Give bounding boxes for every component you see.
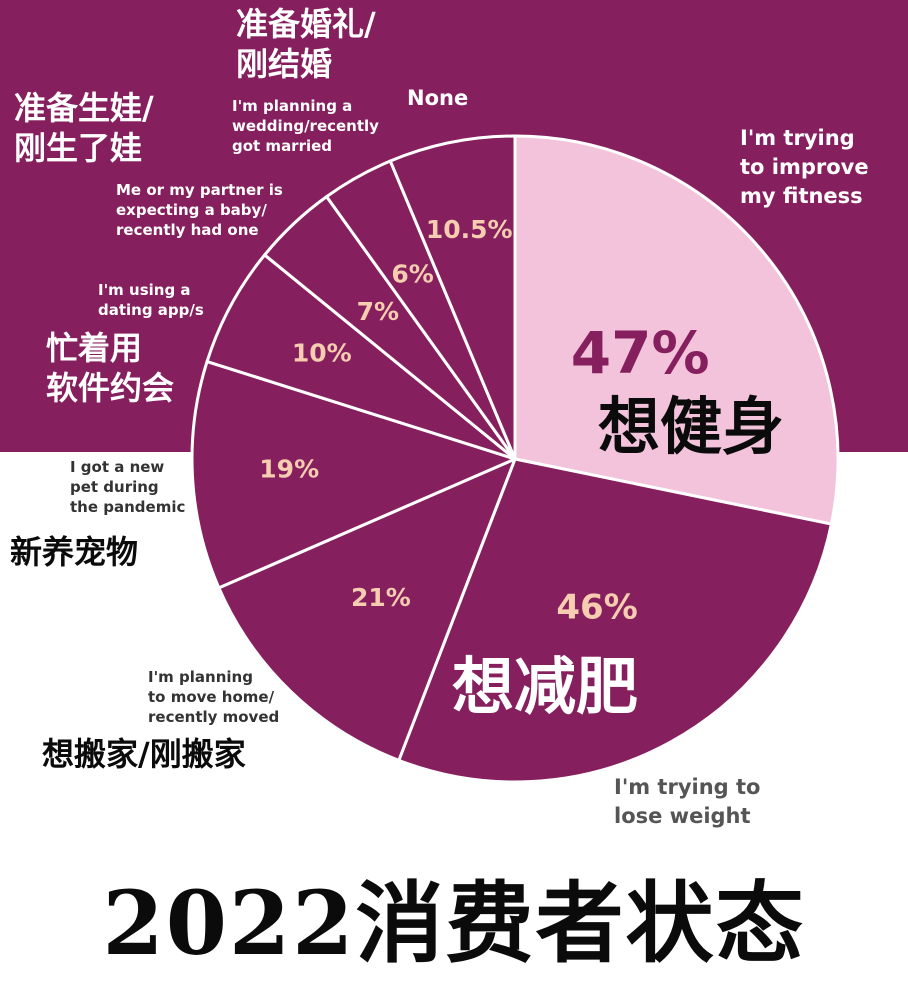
none-english-label: None <box>407 86 469 110</box>
pie-slice-fitness <box>513 134 840 526</box>
pet-chinese-label: 新养宠物 <box>10 533 139 571</box>
pie-percent-label-pet: 19% <box>259 455 319 484</box>
weight-english-label: I'm trying to lose weight <box>614 775 761 828</box>
fitness-chinese-label: 想健身 <box>598 390 785 463</box>
pie-percent-label-wedding: 6% <box>391 260 433 289</box>
pie-percent-label-move: 21% <box>351 583 411 612</box>
move-english-label: I'm planning to move home/ recently move… <box>148 668 280 726</box>
fitness-english-label: I'm trying to improve my fitness <box>740 126 869 208</box>
pie-slice-pet <box>190 360 517 590</box>
pie-slice-none <box>388 134 517 461</box>
move-chinese-label: 想搬家/刚搬家 <box>42 735 246 773</box>
wedding-chinese-label: 准备婚礼/ 刚结婚 <box>236 5 376 83</box>
pie-slice-weight <box>397 457 833 784</box>
pie-percent-label-dating: 10% <box>292 339 352 368</box>
page-title: 2022消费者状态 <box>102 871 806 975</box>
weight-chinese-label: 想减肥 <box>452 650 639 723</box>
wedding-english-label: I'm planning a wedding/recently got marr… <box>232 97 379 155</box>
pie-slice-move <box>217 457 517 762</box>
pie-percent-label-weight: 46% <box>556 588 637 628</box>
baby-chinese-label: 准备生娃/ 刚生了娃 <box>14 89 154 167</box>
baby-english-label: Me or my partner is expecting a baby/ re… <box>116 181 283 239</box>
pet-english-label: I got a new pet during the pandemic <box>70 458 186 516</box>
pie-percent-label-baby: 7% <box>357 297 399 326</box>
pie-percent-label-none: 10.5% <box>426 215 513 244</box>
dating-chinese-label: 忙着用 软件约会 <box>46 329 175 407</box>
pie-percent-label-fitness: 47% <box>571 319 710 387</box>
pie-slice-dating <box>205 253 517 461</box>
dating-english-label: I'm using a dating app/s <box>98 281 204 319</box>
